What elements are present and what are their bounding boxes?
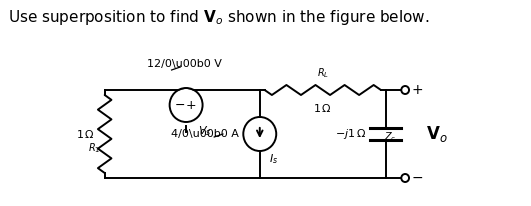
Text: $1\,\Omega$: $1\,\Omega$ [313,102,332,114]
Text: 4/0\u00b0 A: 4/0\u00b0 A [170,129,238,139]
Text: Use superposition to find $\mathbf{V}_o$ shown in the figure below.: Use superposition to find $\mathbf{V}_o$… [8,8,430,27]
Text: +: + [412,83,424,97]
Text: $I_s$: $I_s$ [269,152,279,166]
Text: $-j1\,\Omega$: $-j1\,\Omega$ [335,127,366,141]
Text: $R_L$: $R_L$ [316,66,329,80]
Text: $1\,\Omega$: $1\,\Omega$ [76,128,95,140]
Text: 12/0\u00b0 V: 12/0\u00b0 V [147,59,221,69]
Circle shape [243,117,276,151]
Text: $V_s$: $V_s$ [198,124,211,138]
Text: −: − [175,98,185,111]
Text: $\mathbf{V}_o$: $\mathbf{V}_o$ [426,124,448,144]
Text: −: − [412,171,424,185]
Circle shape [401,174,409,182]
Circle shape [170,89,202,121]
Text: +: + [186,98,196,111]
Circle shape [401,86,409,94]
Text: $R_1$: $R_1$ [89,141,101,155]
Text: $Z_c$: $Z_c$ [384,130,396,144]
